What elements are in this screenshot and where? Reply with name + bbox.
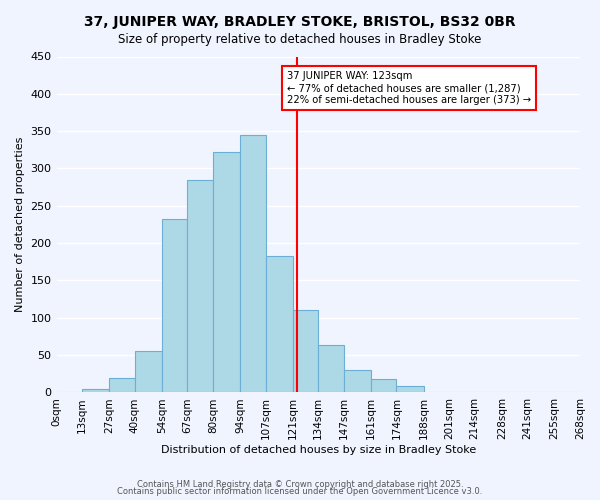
Text: 37 JUNIPER WAY: 123sqm
← 77% of detached houses are smaller (1,287)
22% of semi-: 37 JUNIPER WAY: 123sqm ← 77% of detached… xyxy=(287,72,531,104)
Bar xyxy=(344,370,371,392)
Bar xyxy=(293,310,318,392)
Bar xyxy=(134,352,162,393)
Bar xyxy=(240,135,266,392)
Y-axis label: Number of detached properties: Number of detached properties xyxy=(15,137,25,312)
X-axis label: Distribution of detached houses by size in Bradley Stoke: Distribution of detached houses by size … xyxy=(161,445,476,455)
Bar xyxy=(109,378,134,392)
Text: Contains public sector information licensed under the Open Government Licence v3: Contains public sector information licen… xyxy=(118,487,482,496)
Text: Contains HM Land Registry data © Crown copyright and database right 2025.: Contains HM Land Registry data © Crown c… xyxy=(137,480,463,489)
Bar xyxy=(318,346,344,393)
Bar xyxy=(371,379,397,392)
Text: 37, JUNIPER WAY, BRADLEY STOKE, BRISTOL, BS32 0BR: 37, JUNIPER WAY, BRADLEY STOKE, BRISTOL,… xyxy=(84,15,516,29)
Bar xyxy=(187,180,213,392)
Bar xyxy=(162,220,187,392)
Bar xyxy=(82,388,109,392)
Bar xyxy=(213,152,240,392)
Text: Size of property relative to detached houses in Bradley Stoke: Size of property relative to detached ho… xyxy=(118,32,482,46)
Bar xyxy=(266,256,293,392)
Bar xyxy=(397,386,424,392)
